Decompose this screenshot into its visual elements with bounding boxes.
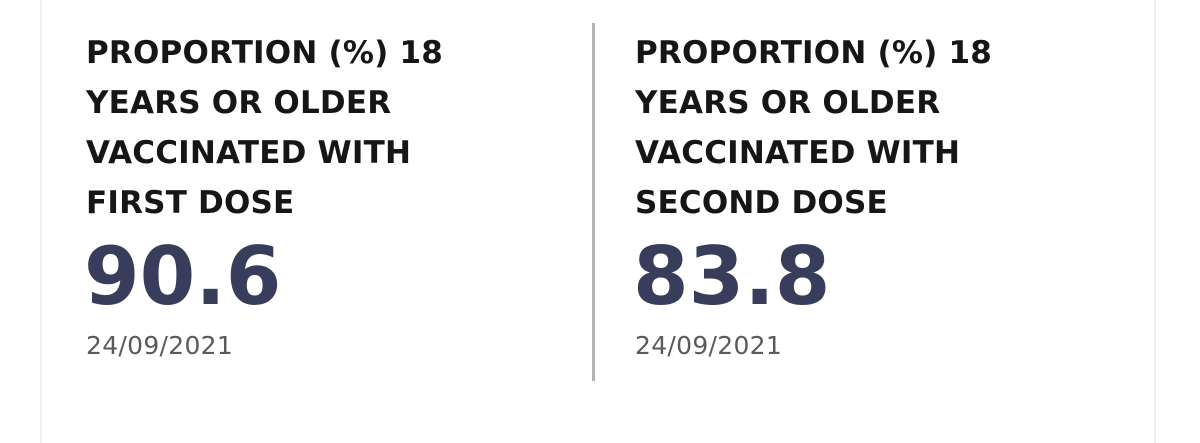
first-dose-title: PROPORTION (%) 18 YEARS OR OLDER VACCINA…	[86, 28, 526, 228]
first-dose-title-line: YEARS OR OLDER	[86, 85, 392, 121]
second-dose-title-line: YEARS OR OLDER	[635, 85, 941, 121]
first-dose-stat: PROPORTION (%) 18 YEARS OR OLDER VACCINA…	[84, 28, 526, 362]
first-dose-date: 24/09/2021	[86, 331, 234, 360]
second-dose-title: PROPORTION (%) 18 YEARS OR OLDER VACCINA…	[635, 28, 1075, 228]
first-dose-title-line: VACCINATED WITH	[86, 135, 412, 171]
second-dose-date: 24/09/2021	[635, 331, 783, 360]
divider	[592, 23, 595, 381]
second-dose-title-line: VACCINATED WITH	[635, 135, 961, 171]
first-dose-title-line: FIRST DOSE	[86, 185, 295, 221]
first-dose-value: 90.6	[84, 230, 282, 323]
second-dose-title-line: SECOND DOSE	[635, 185, 888, 221]
second-dose-value: 83.8	[633, 230, 831, 323]
stats-card	[40, 0, 1156, 443]
second-dose-stat: PROPORTION (%) 18 YEARS OR OLDER VACCINA…	[633, 28, 1075, 362]
first-dose-title-line: PROPORTION (%) 18	[86, 35, 443, 71]
second-dose-title-line: PROPORTION (%) 18	[635, 35, 992, 71]
